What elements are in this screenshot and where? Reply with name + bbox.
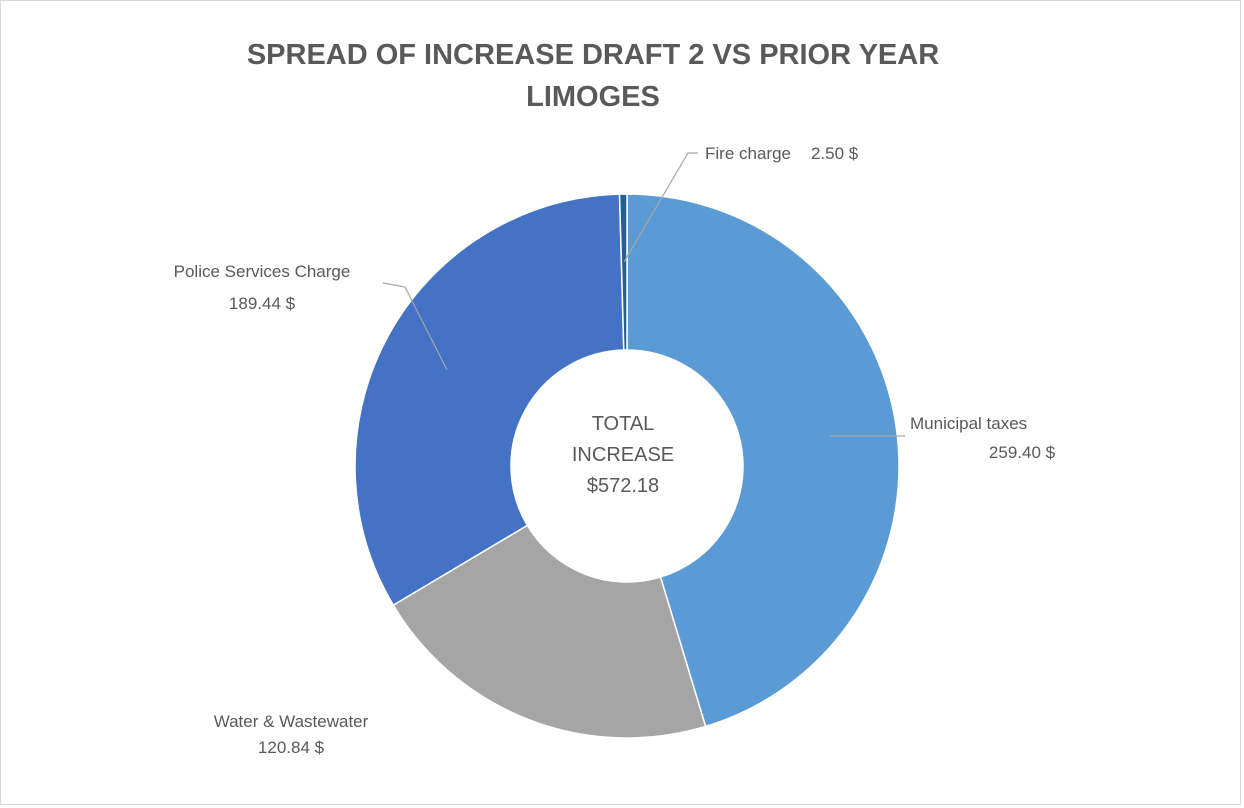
data-label-name: Police Services Charge	[174, 262, 351, 281]
leader-line	[623, 152, 698, 263]
data-label-value: 2.50 $	[811, 144, 859, 163]
donut-slice	[354, 193, 625, 607]
data-label-name: Municipal taxes	[910, 414, 1027, 433]
donut-slice	[618, 193, 628, 351]
chart-title: LIMOGES	[526, 81, 660, 113]
center-label: TOTAL	[592, 413, 655, 435]
center-label: INCREASE	[572, 444, 674, 466]
chart-title: SPREAD OF INCREASE DRAFT 2 VS PRIOR YEAR	[247, 39, 939, 71]
data-label-name: Water & Wastewater	[214, 712, 369, 731]
leader-line	[382, 282, 448, 371]
center-label: $572.18	[587, 475, 659, 497]
data-label-value: 120.84 $	[258, 738, 325, 757]
data-label-value: 189.44 $	[229, 294, 296, 313]
data-label-name: Fire charge	[705, 144, 791, 163]
donut-slice	[626, 193, 900, 728]
data-label-value: 259.40 $	[989, 443, 1056, 462]
donut-slice	[392, 524, 707, 739]
